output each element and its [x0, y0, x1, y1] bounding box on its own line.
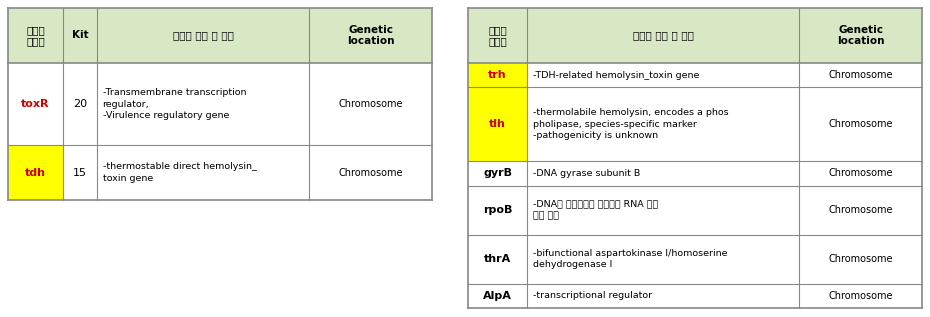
- Text: -transcriptional regulator: -transcriptional regulator: [533, 291, 652, 300]
- Bar: [800, 185, 922, 235]
- Text: tlh: tlh: [489, 119, 506, 129]
- Bar: [63, 145, 97, 200]
- Text: rpoB: rpoB: [483, 205, 512, 215]
- Bar: [8, 8, 63, 63]
- Text: Chromosome: Chromosome: [829, 70, 893, 80]
- Text: trh: trh: [488, 70, 507, 80]
- Bar: [527, 283, 800, 308]
- Bar: [97, 63, 309, 145]
- Text: thrA: thrA: [484, 254, 512, 264]
- Text: -bifunctional aspartokinase I/homoserine
dehydrogenase I: -bifunctional aspartokinase I/homoserine…: [533, 249, 727, 269]
- Bar: [800, 63, 922, 87]
- Text: -thermolabile hemolysin, encodes a phos
pholipase, species-specific marker
-path: -thermolabile hemolysin, encodes a phos …: [533, 108, 728, 140]
- Bar: [468, 63, 527, 87]
- Text: Kit: Kit: [72, 30, 88, 41]
- Bar: [527, 161, 800, 185]
- Text: -TDH-related hemolysin_toxin gene: -TDH-related hemolysin_toxin gene: [533, 71, 699, 80]
- Text: tdh: tdh: [25, 168, 46, 178]
- Bar: [800, 235, 922, 283]
- Bar: [97, 145, 309, 200]
- Bar: [468, 87, 527, 161]
- Text: 15: 15: [73, 168, 87, 178]
- Text: Genetic
location: Genetic location: [347, 25, 394, 46]
- Text: Chromosome: Chromosome: [829, 205, 893, 215]
- Bar: [8, 63, 63, 145]
- Bar: [97, 8, 309, 63]
- Bar: [309, 145, 432, 200]
- Bar: [468, 8, 527, 63]
- Bar: [527, 185, 800, 235]
- Bar: [527, 87, 800, 161]
- Text: gyrB: gyrB: [483, 168, 512, 178]
- Bar: [63, 63, 97, 145]
- Bar: [800, 161, 922, 185]
- Bar: [8, 145, 63, 200]
- Bar: [527, 235, 800, 283]
- Text: AlpA: AlpA: [483, 291, 512, 301]
- Text: -DNA에 직접적으로 작용하는 RNA 종합
효소 생성: -DNA에 직접적으로 작용하는 RNA 종합 효소 생성: [533, 200, 658, 220]
- Text: Chromosome: Chromosome: [829, 168, 893, 178]
- Text: toxR: toxR: [21, 99, 50, 109]
- Text: Chromosome: Chromosome: [829, 254, 893, 264]
- Bar: [800, 8, 922, 63]
- Bar: [63, 8, 97, 63]
- Text: Chromosome: Chromosome: [339, 99, 403, 109]
- Text: 20: 20: [73, 99, 87, 109]
- Text: 유전자 기능 및 특성: 유전자 기능 및 특성: [173, 30, 233, 41]
- Bar: [309, 63, 432, 145]
- Bar: [468, 161, 527, 185]
- Bar: [468, 235, 527, 283]
- Text: Genetic
location: Genetic location: [837, 25, 884, 46]
- Text: -Transmembrane transcription
regulator,
-Virulence regulatory gene: -Transmembrane transcription regulator, …: [102, 88, 246, 120]
- Text: Chromosome: Chromosome: [829, 291, 893, 301]
- Text: 병원성
유전자: 병원성 유전자: [488, 25, 507, 46]
- Bar: [468, 283, 527, 308]
- Bar: [527, 63, 800, 87]
- Bar: [800, 87, 922, 161]
- Bar: [468, 185, 527, 235]
- Text: 유전자 기능 및 특성: 유전자 기능 및 특성: [632, 30, 694, 41]
- Text: Chromosome: Chromosome: [829, 119, 893, 129]
- Text: -thermostable direct hemolysin_
toxin gene: -thermostable direct hemolysin_ toxin ge…: [102, 162, 257, 183]
- Text: Chromosome: Chromosome: [339, 168, 403, 178]
- Bar: [800, 283, 922, 308]
- Text: 병원성
유전자: 병원성 유전자: [26, 25, 45, 46]
- Bar: [309, 8, 432, 63]
- Text: -DNA gyrase subunit B: -DNA gyrase subunit B: [533, 169, 640, 178]
- Bar: [527, 8, 800, 63]
